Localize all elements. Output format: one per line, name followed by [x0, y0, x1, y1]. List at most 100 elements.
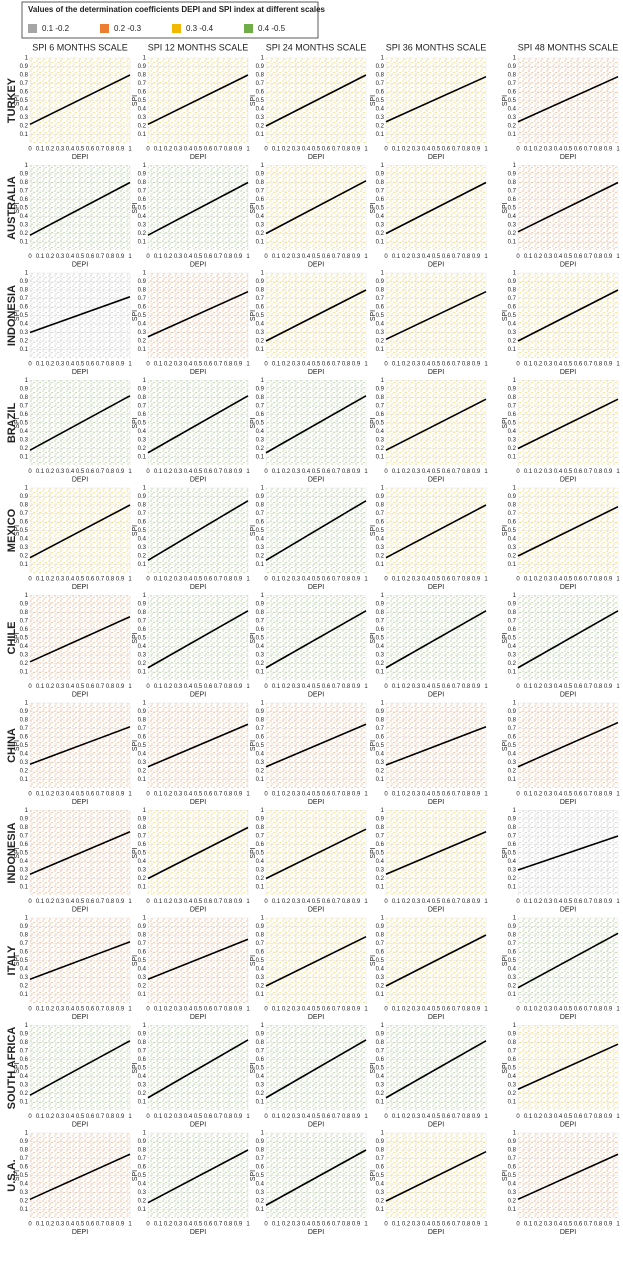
x-tick-label: 0.4: [422, 1007, 431, 1013]
x-tick-label: 0.6: [574, 899, 583, 905]
y-tick-label: 0.6: [376, 90, 385, 96]
y-axis-label: SPI: [132, 847, 139, 858]
y-tick-label: 0.3: [508, 1083, 517, 1089]
y-tick-label: 0.7: [508, 726, 517, 732]
x-tick-label: 0.7: [96, 362, 105, 368]
x-axis-label: DEPI: [72, 1121, 88, 1128]
x-axis-label: DEPI: [190, 369, 206, 376]
y-tick-label: 0.2: [20, 876, 29, 882]
x-axis-label: DEPI: [190, 1121, 206, 1128]
x-tick-label: 0.6: [322, 684, 331, 690]
x-tick-label: 0.3: [174, 684, 183, 690]
x-tick-label: 0.4: [554, 899, 563, 905]
x-tick-label: 0: [264, 254, 268, 260]
x-tick-label: 0.3: [544, 254, 553, 260]
y-tick-label: 0.3: [508, 330, 517, 336]
x-tick-label: 0.8: [462, 792, 471, 798]
x-tick-label: 0.5: [564, 362, 573, 368]
x-tick-label: 0: [146, 362, 150, 368]
y-tick-label: 0.8: [508, 610, 517, 616]
y-tick-label: 0.7: [376, 404, 385, 410]
y-axis-label: SPI: [250, 95, 257, 106]
x-tick-label: 0.7: [332, 577, 341, 583]
x-tick-label: 0.9: [352, 899, 361, 905]
x-tick-label: 0.7: [214, 254, 223, 260]
x-tick-label: 0.7: [584, 792, 593, 798]
x-tick-label: 0.2: [164, 147, 173, 153]
y-tick-label: 0.4: [20, 859, 29, 865]
y-axis-label: SPI: [370, 740, 377, 751]
y-tick-label: 0.9: [256, 387, 265, 393]
regression-line: [385, 1150, 487, 1202]
y-tick-label: 0.2: [508, 231, 517, 237]
y-tick-label: 0.6: [20, 305, 29, 311]
x-tick-label: 0.8: [462, 577, 471, 583]
x-tick-label: 0.9: [116, 147, 125, 153]
x-tick-label: 1: [484, 1222, 488, 1228]
regression-line: [147, 395, 249, 454]
x-tick-label: 0.8: [594, 792, 603, 798]
x-tick-label: 0.2: [534, 577, 543, 583]
y-tick-label: 0.4: [138, 752, 147, 758]
x-tick-label: 0: [516, 1114, 520, 1120]
x-tick-label: 0.3: [412, 684, 421, 690]
regression-line: [29, 181, 131, 236]
x-tick-label: 0.6: [204, 684, 213, 690]
y-tick-label: 0.2: [20, 661, 29, 667]
y-axis-label: SPI: [14, 740, 21, 751]
y-tick-label: 0.5: [20, 1066, 29, 1072]
y-tick-label: 1: [381, 271, 385, 277]
y-tick-label: 0.7: [508, 81, 517, 87]
x-tick-label: 0.3: [174, 147, 183, 153]
x-tick-label: 0.4: [302, 1222, 311, 1228]
x-axis-label: DEPI: [190, 584, 206, 591]
x-tick-label: 0.6: [442, 362, 451, 368]
x-tick-label: 0.7: [584, 1222, 593, 1228]
y-tick-label: 0.5: [256, 421, 265, 427]
y-tick-label: 1: [513, 1023, 517, 1029]
y-tick-label: 0.3: [508, 975, 517, 981]
row-label: MEXICO: [6, 508, 18, 552]
y-tick-label: 0.8: [20, 1148, 29, 1154]
y-tick-label: 0.2: [508, 769, 517, 775]
y-tick-label: 0.7: [376, 81, 385, 87]
y-tick-label: 0.4: [256, 1182, 265, 1188]
y-tick-label: 0.3: [138, 223, 147, 229]
y-tick-label: 0.1: [20, 1207, 29, 1213]
y-tick-label: 1: [143, 701, 147, 707]
x-tick-label: 0.8: [106, 792, 115, 798]
y-tick-label: 0.5: [376, 1173, 385, 1179]
x-axis-label: DEPI: [190, 154, 206, 161]
x-tick-label: 0.7: [452, 899, 461, 905]
y-tick-label: 0.3: [20, 115, 29, 121]
x-tick-label: 0.6: [442, 147, 451, 153]
x-tick-label: 1: [246, 147, 250, 153]
y-tick-label: 0.2: [376, 124, 385, 130]
x-tick-label: 1: [484, 684, 488, 690]
x-tick-label: 0.5: [564, 469, 573, 475]
regression-line: [29, 726, 131, 765]
y-axis-label: SPI: [14, 95, 21, 106]
y-tick-label: 0.1: [508, 132, 517, 138]
y-tick-label: 0.1: [376, 885, 385, 891]
y-tick-label: 0.9: [376, 817, 385, 823]
y-tick-label: 0.4: [20, 967, 29, 973]
regression-line: [265, 1039, 367, 1099]
y-tick-label: 0.9: [20, 387, 29, 393]
x-tick-label: 0.8: [342, 147, 351, 153]
y-tick-label: 0.7: [20, 941, 29, 947]
x-tick-label: 1: [484, 469, 488, 475]
y-axis-label: SPI: [370, 310, 377, 321]
y-tick-label: 1: [261, 593, 265, 599]
regression-line: [385, 181, 487, 235]
x-tick-label: 0.2: [402, 469, 411, 475]
x-axis-label: DEPI: [72, 906, 88, 913]
x-tick-label: 0.1: [524, 1007, 533, 1013]
y-tick-label: 0.9: [138, 602, 147, 608]
y-tick-label: 0.7: [508, 296, 517, 302]
y-tick-label: 0.8: [20, 180, 29, 186]
y-tick-label: 0.6: [20, 520, 29, 526]
y-tick-label: 0.2: [138, 1091, 147, 1097]
x-tick-label: 0.3: [412, 469, 421, 475]
x-tick-label: 0.7: [584, 147, 593, 153]
